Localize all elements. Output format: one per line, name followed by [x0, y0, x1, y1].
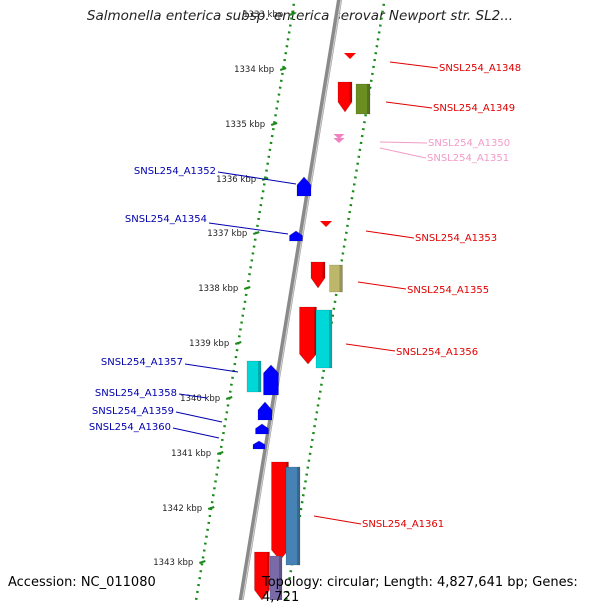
- gene-downstream-red[interactable]: [254, 551, 270, 600]
- gene-a1348-label[interactable]: SNSL254_A1348: [439, 63, 521, 74]
- gene-a1350-label[interactable]: SNSL254_A1350: [428, 138, 510, 149]
- gene-a1350-leader: [379, 141, 428, 144]
- gene-a1349-leader: [385, 101, 433, 109]
- genome-backbone: [238, 0, 343, 600]
- gene-a1351-label[interactable]: SNSL254_A1351: [427, 153, 509, 164]
- gene-SNSL254_A1351[interactable]: [333, 138, 345, 143]
- ruler-tick-label: 1340 kbp: [180, 394, 220, 404]
- gene-a1353-label[interactable]: SNSL254_A1353: [415, 233, 497, 244]
- ruler-tick-label: 1333 kbp: [243, 10, 283, 20]
- feature-a1357-cyan-shade: [258, 361, 261, 392]
- gene-a1356-label[interactable]: SNSL254_A1356: [396, 347, 478, 358]
- ruler-tick: [288, 12, 296, 16]
- ruler-tick: [234, 341, 242, 345]
- accession-label: Accession: NC_011080: [8, 575, 156, 590]
- gene-a1354-leader: [208, 222, 289, 235]
- ruler-tick-label: 1334 kbp: [234, 65, 274, 75]
- gene-a1352-label[interactable]: SNSL254_A1352: [134, 166, 216, 177]
- ruler-tick: [216, 451, 224, 455]
- gene-SNSL254_A1349[interactable]: [337, 81, 353, 113]
- gene-SNSL254_A1356-shade: [314, 307, 317, 354]
- ruler-tick: [225, 396, 233, 400]
- feature-downstream-violet-shade: [279, 556, 282, 600]
- feature-a1349-olive[interactable]: [355, 83, 371, 115]
- ruler-tick: [207, 506, 215, 510]
- feature-downstream-violet[interactable]: [269, 555, 283, 600]
- gene-a1352-leader: [217, 171, 297, 185]
- gene-a1351-leader: [379, 147, 427, 159]
- ruler-tick-label: 1343 kbp: [153, 558, 193, 568]
- feature-a1357-cyan[interactable]: [246, 360, 262, 393]
- feature-a1361-steel[interactable]: [285, 466, 301, 566]
- gene-a1355-leader: [357, 281, 407, 290]
- gene-SNSL254_A1353[interactable]: [320, 221, 332, 227]
- genome-backbone-highlight: [241, 0, 342, 600]
- gene-SNSL254_A1355-shade: [322, 262, 325, 278]
- gene-a1356-leader: [345, 343, 396, 352]
- gene-a1357-label[interactable]: SNSL254_A1357: [101, 357, 183, 368]
- gene-SNSL254_A1358[interactable]: [257, 401, 273, 421]
- ruler-tick: [270, 122, 278, 126]
- gene-SNSL254_A1349-shade: [349, 82, 352, 102]
- feature-a1355-khaki[interactable]: [329, 264, 343, 293]
- gene-SNSL254_A1357[interactable]: [263, 364, 279, 396]
- gene-a1359-label[interactable]: SNSL254_A1359: [92, 406, 174, 417]
- ruler-tick-label: 1338 kbp: [198, 284, 238, 294]
- gene-a1349-label[interactable]: SNSL254_A1349: [433, 103, 515, 114]
- gene-a1360-label[interactable]: SNSL254_A1360: [89, 422, 171, 433]
- feature-a1356-cyan-shade: [329, 310, 332, 368]
- feature-a1356-cyan[interactable]: [315, 309, 333, 369]
- feature-a1355-khaki-shade: [339, 265, 343, 292]
- gene-a1359-leader: [175, 411, 223, 423]
- map-title: Salmonella enterica subsp. enterica sero…: [86, 8, 514, 24]
- gene-a1358-label[interactable]: SNSL254_A1358: [95, 388, 177, 399]
- gene-SNSL254_A1356[interactable]: [299, 306, 317, 365]
- gene-a1361-leader: [313, 515, 362, 525]
- gene-SNSL254_A1355[interactable]: [310, 261, 326, 289]
- gene-a1348-leader: [389, 61, 439, 69]
- ruler-tick: [199, 560, 206, 564]
- gene-a1353-leader: [365, 230, 415, 239]
- ruler-tick-label: 1339 kbp: [189, 339, 229, 349]
- gene-SNSL254_A1354[interactable]: [289, 230, 303, 242]
- feature-a1349-olive-shade: [367, 84, 370, 114]
- gene-SNSL254_A1361[interactable]: [271, 461, 289, 561]
- gene-a1361-label[interactable]: SNSL254_A1361: [362, 519, 444, 530]
- gene-a1360-leader: [172, 427, 220, 439]
- gene-a1357-leader: [184, 363, 239, 373]
- ruler-tick: [279, 67, 287, 71]
- ruler-tick: [243, 286, 251, 290]
- gene-a1358-leader: [178, 393, 208, 399]
- ruler-tick-label: 1342 kbp: [162, 504, 202, 514]
- gene-SNSL254_A1348[interactable]: [344, 53, 356, 59]
- gene-a1355-label[interactable]: SNSL254_A1355: [407, 285, 489, 296]
- feature-a1361-steel-shade: [297, 467, 300, 565]
- ruler-tick-label: 1335 kbp: [225, 120, 265, 130]
- ruler-tick-label: 1336 kbp: [216, 175, 256, 185]
- gene-downstream-red-shade: [267, 552, 270, 590]
- genome-summary: Topology: circular; Length: 4,827,641 bp…: [262, 575, 578, 605]
- gene-a1354-label[interactable]: SNSL254_A1354: [125, 214, 207, 225]
- gene-SNSL254_A1359[interactable]: [255, 423, 269, 435]
- gene-SNSL254_A1352[interactable]: [296, 176, 312, 197]
- gene-SNSL254_A1350[interactable]: [333, 134, 345, 139]
- ruler-tick: [252, 231, 260, 235]
- ruler-tick-label: 1341 kbp: [171, 449, 211, 459]
- ruler-tick-label: 1337 kbp: [207, 229, 247, 239]
- gene-SNSL254_A1360[interactable]: [252, 440, 266, 450]
